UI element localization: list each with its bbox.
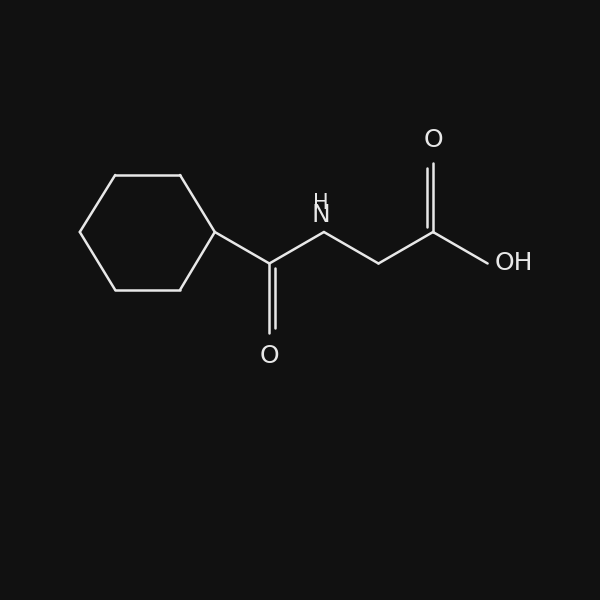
Text: O: O xyxy=(260,344,279,368)
Text: OH: OH xyxy=(495,251,533,275)
Text: N: N xyxy=(311,203,330,227)
Text: H: H xyxy=(313,193,329,213)
Text: O: O xyxy=(423,128,443,152)
